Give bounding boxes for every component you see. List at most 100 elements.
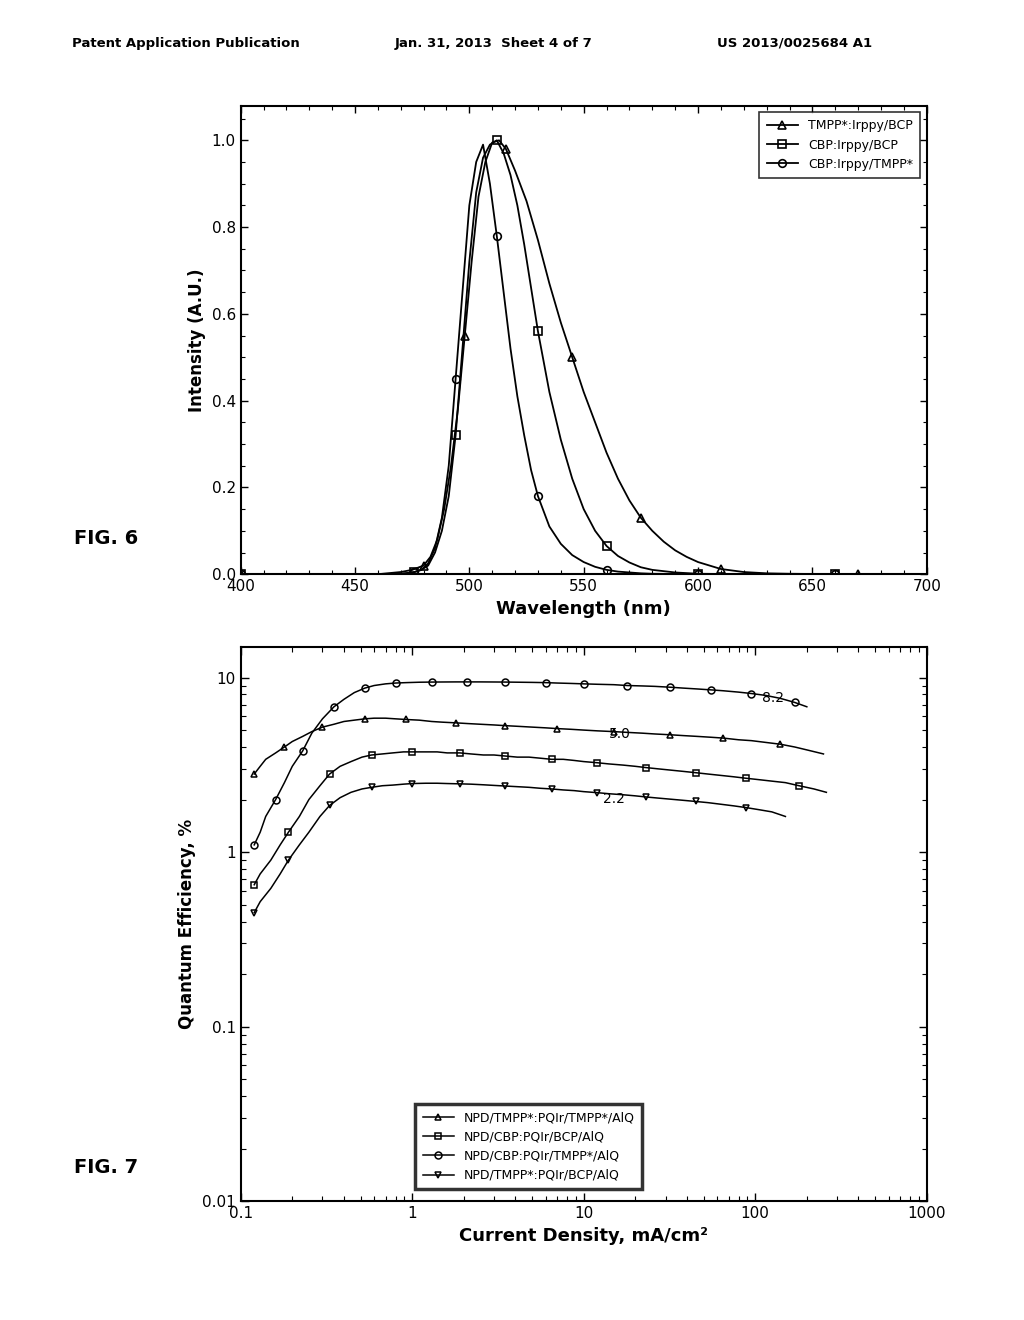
CBP:Irppy/TMPP*: [921, 566, 933, 582]
CBP:Irppy/TMPP*: [531, 488, 544, 504]
NPD/CBP:PQIr/BCP/AlQ: [651, 760, 664, 776]
CBP:Irppy/TMPP*: [646, 566, 658, 582]
CBP:Irppy/BCP: [600, 539, 612, 554]
NPD/TMPP*:PQIr/TMPP*/AlQ: [368, 710, 380, 726]
NPD/TMPP*:PQIr/TMPP*/AlQ: [540, 719, 552, 735]
TMPP*:Irppy/BCP: [578, 384, 590, 400]
TMPP*:Irppy/BCP: [635, 510, 647, 525]
Line: CBP:Irppy/TMPP*: CBP:Irppy/TMPP*: [237, 141, 931, 578]
CBP:Irppy/TMPP*: [806, 566, 818, 582]
NPD/CBP:PQIr/TMPP*/AlQ: [259, 809, 271, 825]
CBP:Irppy/TMPP*: [483, 176, 496, 191]
NPD/TMPP*:PQIr/BCP/AlQ: [779, 809, 792, 825]
CBP:Irppy/TMPP*: [234, 566, 247, 582]
Line: NPD/CBP:PQIr/BCP/AlQ: NPD/CBP:PQIr/BCP/AlQ: [251, 748, 829, 888]
CBP:Irppy/TMPP*: [511, 388, 523, 404]
CBP:Irppy/BCP: [783, 566, 796, 582]
TMPP*:Irppy/BCP: [624, 492, 636, 508]
NPD/TMPP*:PQIr/TMPP*/AlQ: [487, 717, 500, 733]
NPD/CBP:PQIr/TMPP*/AlQ: [551, 675, 563, 690]
NPD/TMPP*:PQIr/TMPP*/AlQ: [269, 744, 282, 760]
CBP:Irppy/TMPP*: [477, 137, 489, 153]
NPD/TMPP*:PQIr/BCP/AlQ: [376, 777, 388, 793]
NPD/TMPP*:PQIr/BCP/AlQ: [500, 777, 512, 793]
NPD/TMPP*:PQIr/TMPP*/AlQ: [774, 737, 786, 752]
NPD/CBP:PQIr/TMPP*/AlQ: [254, 824, 266, 840]
CBP:Irppy/TMPP*: [390, 566, 402, 582]
NPD/TMPP*:PQIr/TMPP*/AlQ: [760, 734, 772, 750]
CBP:Irppy/TMPP*: [498, 284, 510, 300]
NPD/CBP:PQIr/TMPP*/AlQ: [691, 681, 703, 697]
NPD/TMPP*:PQIr/BCP/AlQ: [283, 853, 295, 869]
NPD/TMPP*:PQIr/BCP/AlQ: [640, 789, 652, 805]
Text: US 2013/0025684 A1: US 2013/0025684 A1: [717, 37, 871, 50]
NPD/TMPP*:PQIr/BCP/AlQ: [366, 779, 378, 795]
CBP:Irppy/BCP: [921, 566, 933, 582]
NPD/CBP:PQIr/BCP/AlQ: [420, 744, 432, 760]
NPD/TMPP*:PQIr/TMPP*/AlQ: [461, 715, 473, 731]
NPD/TMPP*:PQIr/TMPP*/AlQ: [348, 713, 360, 729]
Line: NPD/TMPP*:PQIr/BCP/AlQ: NPD/TMPP*:PQIr/BCP/AlQ: [251, 780, 788, 916]
NPD/TMPP*:PQIr/TMPP*/AlQ: [328, 717, 340, 733]
NPD/CBP:PQIr/TMPP*/AlQ: [500, 675, 512, 690]
CBP:Irppy/TMPP*: [399, 565, 412, 581]
NPD/TMPP*:PQIr/TMPP*/AlQ: [259, 751, 271, 767]
Text: 2.2: 2.2: [603, 792, 625, 807]
CBP:Irppy/BCP: [450, 428, 462, 444]
CBP:Irppy/TMPP*: [589, 558, 601, 574]
TMPP*:Irppy/BCP: [715, 561, 727, 577]
Legend: NPD/TMPP*:PQIr/TMPP*/AlQ, NPD/CBP:PQIr/BCP/AlQ, NPD/CBP:PQIr/TMPP*/AlQ, NPD/TMPP: NPD/TMPP*:PQIr/TMPP*/AlQ, NPD/CBP:PQIr/B…: [415, 1104, 642, 1189]
NPD/CBP:PQIr/TMPP*/AlQ: [565, 676, 578, 692]
NPD/TMPP*:PQIr/TMPP*/AlQ: [358, 711, 371, 727]
NPD/CBP:PQIr/TMPP*/AlQ: [578, 676, 590, 692]
TMPP*:Irppy/BCP: [612, 471, 625, 487]
NPD/TMPP*:PQIr/BCP/AlQ: [629, 788, 641, 804]
NPD/CBP:PQIr/BCP/AlQ: [356, 750, 369, 766]
NPD/TMPP*:PQIr/BCP/AlQ: [334, 789, 346, 805]
CBP:Irppy/TMPP*: [578, 554, 590, 570]
TMPP*:Irppy/BCP: [589, 414, 601, 430]
NPD/CBP:PQIr/TMPP*/AlQ: [622, 677, 634, 693]
NPD/TMPP*:PQIr/BCP/AlQ: [345, 784, 357, 800]
Y-axis label: Quantum Efficiency, %: Quantum Efficiency, %: [178, 818, 197, 1030]
CBP:Irppy/BCP: [415, 562, 427, 578]
NPD/CBP:PQIr/TMPP*/AlQ: [649, 678, 662, 694]
NPD/TMPP*:PQIr/BCP/AlQ: [431, 775, 443, 791]
NPD/TMPP*:PQIr/BCP/AlQ: [715, 796, 727, 812]
CBP:Irppy/TMPP*: [692, 566, 705, 582]
NPD/TMPP*:PQIr/TMPP*/AlQ: [279, 739, 291, 755]
Text: 5.0: 5.0: [608, 727, 631, 741]
CBP:Irppy/BCP: [669, 565, 681, 581]
CBP:Irppy/BCP: [442, 488, 455, 504]
NPD/TMPP*:PQIr/TMPP*/AlQ: [788, 739, 801, 755]
CBP:Irppy/BCP: [399, 565, 412, 581]
CBP:Irppy/TMPP*: [669, 566, 681, 582]
NPD/TMPP*:PQIr/TMPP*/AlQ: [338, 714, 350, 730]
CBP:Irppy/BCP: [470, 185, 482, 201]
TMPP*:Irppy/BCP: [444, 458, 457, 474]
TMPP*:Irppy/BCP: [806, 566, 818, 582]
NPD/TMPP*:PQIr/BCP/AlQ: [665, 791, 677, 807]
NPD/TMPP*:PQIr/BCP/AlQ: [651, 791, 664, 807]
CBP:Irppy/BCP: [566, 471, 579, 487]
NPD/TMPP*:PQIr/BCP/AlQ: [356, 781, 369, 797]
NPD/TMPP*:PQIr/BCP/AlQ: [739, 800, 752, 816]
NPD/TMPP*:PQIr/TMPP*/AlQ: [649, 726, 662, 742]
CBP:Irppy/TMPP*: [409, 564, 421, 579]
NPD/TMPP*:PQIr/TMPP*/AlQ: [399, 711, 412, 727]
NPD/TMPP*:PQIr/BCP/AlQ: [568, 783, 581, 799]
TMPP*:Irppy/BCP: [326, 566, 338, 582]
TMPP*:Irppy/BCP: [555, 314, 567, 330]
TMPP*:Irppy/BCP: [234, 566, 247, 582]
Text: Jan. 31, 2013  Sheet 4 of 7: Jan. 31, 2013 Sheet 4 of 7: [394, 37, 592, 50]
NPD/TMPP*:PQIr/TMPP*/AlQ: [297, 729, 309, 744]
CBP:Irppy/TMPP*: [442, 458, 455, 474]
Text: FIG. 6: FIG. 6: [74, 529, 138, 548]
TMPP*:Irppy/BCP: [646, 523, 658, 539]
CBP:Irppy/TMPP*: [566, 548, 579, 564]
NPD/TMPP*:PQIr/BCP/AlQ: [578, 784, 590, 800]
CBP:Irppy/TMPP*: [463, 198, 475, 214]
TMPP*:Irppy/BCP: [406, 562, 418, 578]
NPD/TMPP*:PQIr/BCP/AlQ: [248, 904, 260, 920]
NPD/TMPP*:PQIr/BCP/AlQ: [293, 837, 305, 853]
